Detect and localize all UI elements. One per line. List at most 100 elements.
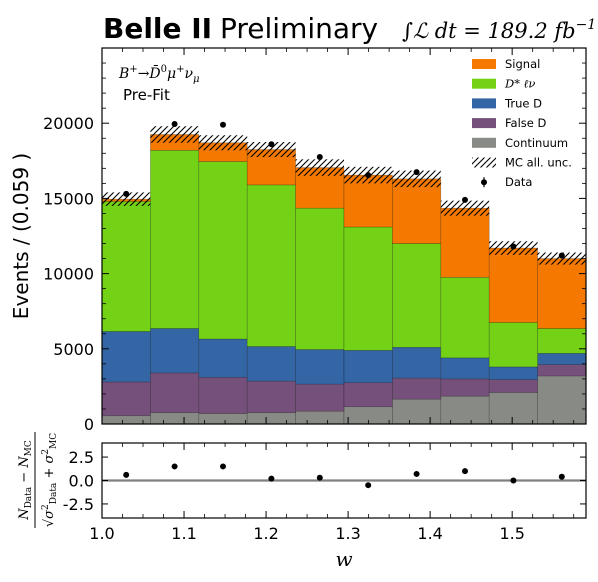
pull-panel bbox=[102, 463, 586, 489]
mc-uncertainty-bin bbox=[150, 126, 199, 143]
pull-point bbox=[123, 471, 130, 478]
bar-true-d bbox=[246, 346, 296, 382]
bar-d bbox=[392, 243, 442, 348]
legend-swatch bbox=[472, 118, 496, 129]
bar-true-d bbox=[343, 350, 393, 383]
bar-false-d bbox=[488, 379, 538, 393]
bar-d bbox=[198, 161, 248, 340]
main-y-axis-label: Events / (0.059 ) bbox=[9, 153, 33, 319]
bar-continuum bbox=[392, 398, 442, 425]
bar-d bbox=[246, 184, 296, 347]
legend-label: MC all. unc. bbox=[505, 156, 572, 170]
legend: Signal D* ℓν True D False D Continuum MC all.… bbox=[472, 57, 572, 189]
mc-uncertainty-bin bbox=[440, 200, 490, 216]
y-tick-label: 5000 bbox=[53, 340, 94, 359]
legend-label: Data bbox=[505, 175, 532, 189]
data-point bbox=[220, 121, 226, 128]
bar-d bbox=[343, 226, 393, 351]
status-label: Preliminary bbox=[220, 12, 378, 45]
bar-false-d bbox=[198, 377, 248, 414]
data-points bbox=[123, 120, 565, 259]
decay-mu-charge: + bbox=[176, 64, 184, 75]
pull-point bbox=[316, 474, 323, 481]
mc-uncertainty-bin bbox=[392, 170, 441, 188]
legend-label: True D bbox=[504, 96, 542, 110]
data-point bbox=[365, 172, 372, 179]
pull-point bbox=[558, 473, 565, 480]
bar-false-d bbox=[150, 372, 200, 414]
legend-swatch bbox=[472, 98, 496, 109]
legend-label: D* ℓν bbox=[504, 77, 535, 91]
decay-nu-sub: μ bbox=[193, 74, 200, 85]
bar-signal bbox=[440, 207, 490, 278]
bar-continuum bbox=[295, 410, 345, 425]
decay-arrow: → bbox=[138, 66, 150, 82]
legend-swatch bbox=[472, 137, 496, 148]
data-point bbox=[316, 154, 323, 161]
bar-true-d bbox=[150, 328, 200, 374]
pull-y-tick-label: 0.0 bbox=[69, 472, 94, 491]
bar-d bbox=[537, 328, 587, 354]
bar-signal bbox=[343, 174, 393, 228]
data-point bbox=[413, 169, 420, 176]
decay-mu: μ bbox=[167, 66, 176, 82]
pull-y-tick-label: -2.5 bbox=[63, 495, 94, 514]
x-tick-label: 1.0 bbox=[89, 524, 114, 543]
legend-swatch bbox=[472, 157, 496, 168]
main-plot-frame bbox=[101, 47, 587, 425]
bar-true-d bbox=[101, 331, 151, 383]
experiment-label: Belle II bbox=[103, 12, 212, 45]
pull-y-axis-label: NData − NMC √σ2Data + σ2MC bbox=[17, 432, 59, 528]
bar-continuum bbox=[440, 395, 490, 425]
bar-false-d bbox=[295, 383, 345, 412]
bar-d bbox=[150, 149, 200, 329]
bar-d bbox=[101, 201, 151, 332]
luminosity-label: ∫ℒ dt = 189.2 fb−1 bbox=[402, 17, 596, 43]
bar-false-d bbox=[343, 382, 393, 408]
pull-point bbox=[413, 470, 420, 477]
pull-point bbox=[268, 475, 275, 482]
bar-false-d bbox=[246, 380, 296, 414]
pull-point bbox=[171, 463, 178, 470]
pull-x-axis-label: w bbox=[335, 547, 352, 571]
x-tick-label: 1.3 bbox=[335, 524, 360, 543]
y-tick-label: 10000 bbox=[43, 265, 94, 284]
decay-nu: ν bbox=[185, 66, 194, 82]
bar-signal bbox=[537, 258, 587, 329]
y-tick-label: 15000 bbox=[43, 189, 94, 208]
stacked-histogram bbox=[101, 134, 587, 425]
pull-y-tick-label: 2.5 bbox=[69, 448, 94, 467]
bar-d bbox=[488, 322, 538, 368]
pull-point bbox=[365, 482, 372, 489]
legend-swatch bbox=[472, 59, 496, 69]
bar-continuum bbox=[488, 392, 538, 425]
bar-d bbox=[295, 207, 345, 350]
bar-false-d bbox=[392, 377, 442, 400]
bar-true-d bbox=[537, 353, 587, 365]
pull-denominator: √σ2Data + σ2MC bbox=[41, 433, 59, 527]
legend-label: Continuum bbox=[505, 136, 568, 150]
data-point bbox=[123, 190, 130, 197]
mc-uncertainty-bin bbox=[537, 252, 586, 265]
legend-label: Signal bbox=[505, 57, 540, 71]
bar-continuum bbox=[246, 412, 296, 425]
bar-true-d bbox=[440, 357, 490, 380]
bar-false-d bbox=[537, 364, 587, 377]
data-point bbox=[462, 196, 468, 203]
bar-signal bbox=[488, 247, 538, 323]
bar-continuum bbox=[198, 413, 248, 425]
legend-label: False D bbox=[505, 116, 547, 130]
y-tick-label: 0 bbox=[84, 415, 94, 434]
bar-true-d bbox=[488, 366, 538, 380]
x-tick-label: 1.1 bbox=[171, 524, 196, 543]
bar-false-d bbox=[101, 381, 151, 417]
pull-point bbox=[220, 463, 226, 470]
bar-continuum bbox=[343, 406, 393, 425]
x-tick-label: 1.5 bbox=[499, 524, 524, 543]
bar-continuum bbox=[537, 375, 587, 425]
mc-uncertainty-bin bbox=[247, 142, 296, 158]
luminosity-value: ∫ℒ dt = 189.2 fb bbox=[402, 19, 576, 43]
pull-point bbox=[462, 468, 468, 475]
decay-dbar: D̄ bbox=[148, 64, 160, 82]
